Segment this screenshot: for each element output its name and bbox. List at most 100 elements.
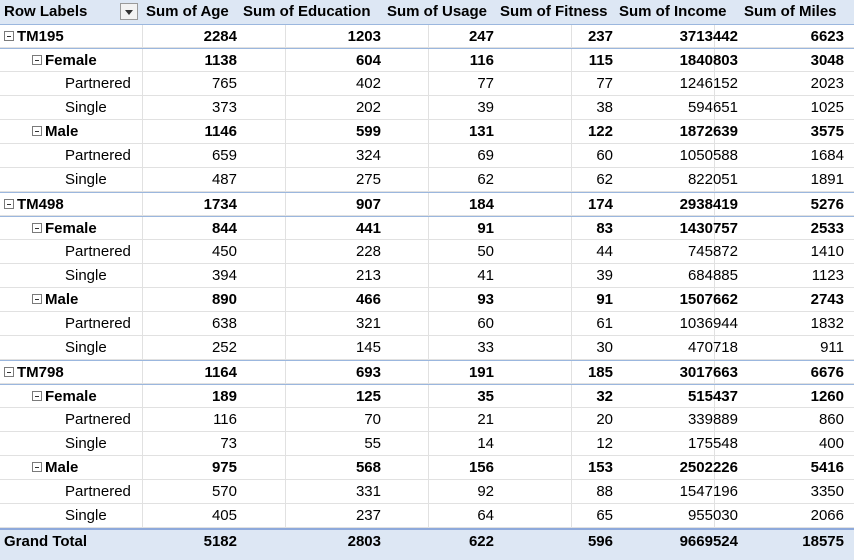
value-fitness[interactable]: 65 — [596, 507, 613, 524]
value-usage[interactable]: 91 — [477, 220, 494, 237]
value-income[interactable]: 2502226 — [679, 459, 738, 476]
value-fitness[interactable]: 77 — [596, 75, 613, 92]
value-age[interactable]: 975 — [211, 459, 237, 476]
value-age[interactable]: 394 — [211, 267, 237, 284]
value-miles[interactable]: 1260 — [810, 388, 844, 405]
value-education[interactable]: 568 — [355, 459, 381, 476]
value-age[interactable]: 570 — [211, 483, 237, 500]
value-income[interactable]: 1840803 — [679, 52, 738, 69]
header-sum-age[interactable]: Sum of Age — [146, 3, 229, 20]
value-miles[interactable]: 1123 — [811, 267, 844, 284]
header-row-labels[interactable]: Row Labels — [4, 3, 88, 20]
header-sum-education[interactable]: Sum of Education — [243, 3, 371, 20]
value-education[interactable]: 237 — [355, 507, 381, 524]
value-education[interactable]: 599 — [355, 123, 381, 140]
collapse-toggle-icon[interactable] — [32, 293, 42, 304]
value-usage[interactable]: 41 — [477, 267, 494, 284]
value-miles[interactable]: 1891 — [810, 171, 844, 188]
value-miles[interactable]: 5416 — [810, 459, 844, 476]
value-usage[interactable]: 21 — [477, 411, 494, 428]
value-education[interactable]: 2803 — [347, 533, 381, 550]
value-education[interactable]: 213 — [355, 267, 381, 284]
value-fitness[interactable]: 30 — [596, 339, 613, 356]
value-fitness[interactable]: 153 — [587, 459, 613, 476]
row-label[interactable]: Single — [65, 99, 107, 116]
collapse-toggle-icon[interactable] — [32, 125, 42, 136]
value-age[interactable]: 252 — [211, 339, 237, 356]
header-sum-miles[interactable]: Sum of Miles — [744, 3, 837, 20]
value-income[interactable]: 955030 — [687, 507, 738, 524]
value-fitness[interactable]: 62 — [596, 171, 613, 188]
row-label[interactable]: TM498 — [0, 193, 142, 217]
value-usage[interactable]: 60 — [477, 315, 494, 332]
value-miles[interactable]: 860 — [818, 411, 844, 428]
value-education[interactable]: 324 — [355, 147, 381, 164]
value-education[interactable]: 145 — [355, 339, 381, 356]
value-miles[interactable]: 400 — [818, 435, 844, 452]
value-miles[interactable]: 2743 — [810, 291, 844, 308]
value-miles[interactable]: 3575 — [810, 123, 844, 140]
value-age[interactable]: 73 — [220, 435, 237, 452]
value-fitness[interactable]: 88 — [596, 483, 613, 500]
value-usage[interactable]: 62 — [477, 171, 494, 188]
value-income[interactable]: 745872 — [687, 243, 738, 260]
value-fitness[interactable]: 237 — [587, 28, 613, 45]
row-label[interactable]: Male — [0, 288, 142, 312]
value-age[interactable]: 659 — [211, 147, 237, 164]
value-usage[interactable]: 156 — [468, 459, 494, 476]
value-fitness[interactable]: 91 — [596, 291, 613, 308]
value-miles[interactable]: 1025 — [810, 99, 844, 116]
value-income[interactable]: 3713442 — [679, 28, 738, 45]
value-fitness[interactable]: 39 — [596, 267, 613, 284]
value-miles[interactable]: 6623 — [810, 28, 844, 45]
row-label[interactable]: TM798 — [0, 361, 142, 385]
value-age[interactable]: 890 — [211, 291, 237, 308]
row-label[interactable]: Partnered — [65, 411, 131, 428]
value-age[interactable]: 1146 — [204, 123, 237, 140]
value-age[interactable]: 2284 — [203, 28, 237, 45]
value-miles[interactable]: 1410 — [810, 243, 844, 260]
row-label[interactable]: Female — [0, 385, 142, 409]
value-fitness[interactable]: 60 — [596, 147, 613, 164]
row-label[interactable]: Partnered — [65, 243, 131, 260]
value-income[interactable]: 594651 — [687, 99, 738, 116]
value-age[interactable]: 1734 — [203, 196, 237, 213]
collapse-toggle-icon[interactable] — [4, 30, 14, 41]
collapse-toggle-icon[interactable] — [32, 222, 42, 233]
value-usage[interactable]: 35 — [477, 388, 494, 405]
value-fitness[interactable]: 596 — [587, 533, 613, 550]
value-education[interactable]: 55 — [364, 435, 381, 452]
value-miles[interactable]: 6676 — [810, 364, 844, 381]
value-income[interactable]: 175548 — [687, 435, 738, 452]
value-usage[interactable]: 64 — [477, 507, 494, 524]
collapse-toggle-icon[interactable] — [32, 390, 42, 401]
collapse-toggle-icon[interactable] — [4, 366, 14, 377]
value-age[interactable]: 638 — [211, 315, 237, 332]
row-label[interactable]: Single — [65, 267, 107, 284]
value-usage[interactable]: 184 — [468, 196, 494, 213]
value-education[interactable]: 441 — [355, 220, 381, 237]
header-sum-income[interactable]: Sum of Income — [619, 3, 727, 20]
value-fitness[interactable]: 185 — [587, 364, 613, 381]
value-usage[interactable]: 92 — [477, 483, 494, 500]
row-label[interactable]: TM195 — [0, 25, 142, 49]
value-usage[interactable]: 14 — [477, 435, 494, 452]
value-usage[interactable]: 93 — [477, 291, 494, 308]
value-income[interactable]: 1050588 — [679, 147, 738, 164]
value-usage[interactable]: 131 — [468, 123, 494, 140]
value-usage[interactable]: 77 — [477, 75, 494, 92]
value-usage[interactable]: 622 — [468, 533, 494, 550]
value-age[interactable]: 1164 — [204, 364, 237, 381]
value-miles[interactable]: 5276 — [810, 196, 844, 213]
collapse-toggle-icon[interactable] — [32, 54, 42, 65]
value-miles[interactable]: 2023 — [810, 75, 844, 92]
value-fitness[interactable]: 20 — [596, 411, 613, 428]
value-education[interactable]: 693 — [355, 364, 381, 381]
row-label[interactable]: Male — [0, 120, 142, 144]
value-fitness[interactable]: 12 — [596, 435, 613, 452]
value-education[interactable]: 402 — [355, 75, 381, 92]
value-miles[interactable]: 2066 — [810, 507, 844, 524]
row-label[interactable]: Partnered — [65, 483, 131, 500]
value-income[interactable]: 3017663 — [679, 364, 738, 381]
value-education[interactable]: 907 — [355, 196, 381, 213]
